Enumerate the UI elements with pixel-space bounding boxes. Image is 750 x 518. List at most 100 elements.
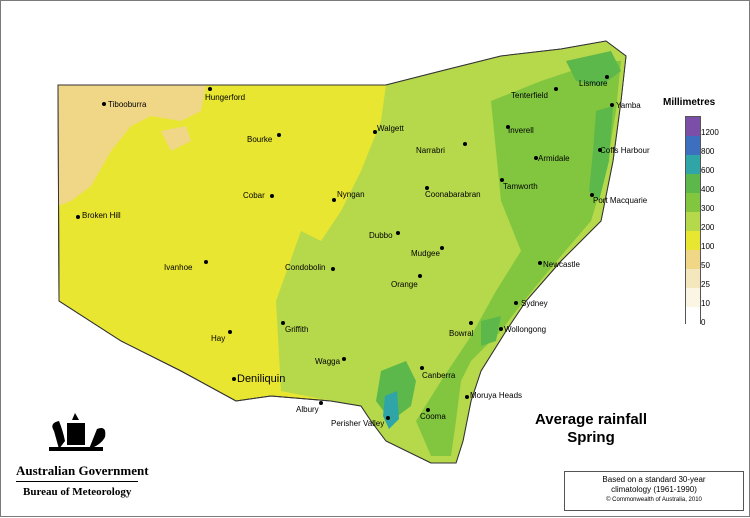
legend-tick-label: 50: [701, 261, 710, 270]
map-title-line1: Average rainfall: [535, 411, 647, 428]
town-label: Walgett: [377, 124, 404, 133]
town-label: Yamba: [616, 101, 641, 110]
legend-tick-label: 400: [701, 185, 715, 194]
cobar-dot: [270, 194, 274, 198]
nyngan-dot: [332, 198, 336, 202]
town-label: Bourke: [247, 135, 273, 144]
town-label: Lismore: [579, 79, 608, 88]
lismore-dot: [605, 75, 609, 79]
legend-tick-label: 300: [701, 204, 715, 213]
town-label: Dubbo: [369, 231, 393, 240]
town-label: Coonabarabran: [425, 190, 481, 199]
town-label: Tibooburra: [108, 100, 147, 109]
legend-tick-label: 10: [701, 299, 710, 308]
narrabri-dot: [463, 142, 467, 146]
legend-tick-label: 25: [701, 280, 710, 289]
legend-swatch: [686, 250, 700, 269]
moruya-heads-dot: [465, 395, 469, 399]
town-label: Albury: [296, 405, 319, 414]
map-title: Average rainfall Spring: [521, 411, 661, 447]
bourke-dot: [277, 133, 281, 137]
town-label: Wagga: [315, 357, 341, 366]
tibooburra-dot: [102, 102, 106, 106]
legend-tick-label: 600: [701, 166, 715, 175]
town-label: Ivanhoe: [164, 263, 193, 272]
town-label: Deniliquin: [237, 373, 286, 385]
town-label: Tenterfield: [511, 91, 548, 100]
dubbo-dot: [396, 231, 400, 235]
region-50-100-patch: [161, 126, 191, 151]
legend-swatch: [686, 231, 700, 250]
newcastle-dot: [538, 261, 542, 265]
condobolin-dot: [331, 267, 335, 271]
legend-tick-label: 1200: [701, 128, 719, 137]
legend-tick-label: 0: [701, 318, 706, 327]
map-title-line2: Spring: [567, 429, 615, 446]
legend-swatch: [686, 117, 700, 136]
griffith-dot: [281, 321, 285, 325]
town-label: Mudgee: [411, 249, 440, 258]
ivanhoe-dot: [204, 260, 208, 264]
sydney-dot: [514, 301, 518, 305]
town-label: Perisher Valley: [331, 419, 385, 428]
town-label: Inverell: [508, 126, 534, 135]
town-label: Tamworth: [503, 182, 538, 191]
legend-swatch: [686, 174, 700, 193]
town-label: Griffith: [285, 325, 309, 334]
government-name: Australian Government: [16, 463, 149, 478]
town-label: Coffs Harbour: [600, 146, 650, 155]
state-border: [57, 40, 627, 464]
legend-swatch: [686, 136, 700, 155]
climatology-note: Based on a standard 30-year climatology …: [564, 471, 744, 511]
mudgee-dot: [440, 246, 444, 250]
legend-swatch: [686, 155, 700, 174]
town-label: Hay: [211, 334, 226, 343]
legend-tick-label: 100: [701, 242, 715, 251]
town-label: Cobar: [243, 191, 265, 200]
walgett-dot: [373, 130, 377, 134]
coonabarabran-dot: [425, 186, 429, 190]
port-macquarie-dot: [590, 193, 594, 197]
region-400-600-south: [481, 316, 501, 346]
town-label: Port Macquarie: [593, 196, 648, 205]
town-label: Canberra: [422, 371, 456, 380]
town-label: Cooma: [420, 412, 446, 421]
legend-swatch: [686, 307, 700, 326]
town-label: Moruya Heads: [470, 391, 523, 400]
coat-of-arms-icon: [49, 413, 106, 451]
region-300-400: [416, 61, 621, 456]
armidale-dot: [534, 156, 538, 160]
legend-swatch: [686, 193, 700, 212]
inverell-dot: [506, 125, 510, 129]
town-label: Narrabri: [416, 146, 445, 155]
hay-dot: [228, 330, 232, 334]
legend-swatch: [686, 212, 700, 231]
cooma-dot: [426, 408, 430, 412]
town-label: Nyngan: [337, 190, 365, 199]
legend-swatch: [686, 269, 700, 288]
town-label: Condobolin: [285, 263, 326, 272]
legend-tick-label: 200: [701, 223, 715, 232]
town-label: Wollongong: [504, 325, 547, 334]
town-label: Sydney: [521, 299, 548, 308]
branding-divider: [16, 481, 138, 482]
town-label: Broken Hill: [82, 211, 121, 220]
copyright-text: © Commonwealth of Australia, 2010: [606, 497, 702, 503]
tenterfield-dot: [554, 87, 558, 91]
canberra-dot: [420, 366, 424, 370]
broken-hill-dot: [76, 215, 80, 219]
town-label: Hungerford: [205, 93, 246, 102]
town-label: Armidale: [538, 154, 570, 163]
bowral-dot: [469, 321, 473, 325]
town-label: Orange: [391, 280, 418, 289]
town-label: Newcastle: [543, 260, 580, 269]
bureau-name: Bureau of Meteorology: [23, 486, 132, 498]
wollongong-dot: [499, 327, 503, 331]
tamworth-dot: [500, 178, 504, 182]
orange-dot: [418, 274, 422, 278]
perisher-valley-dot: [386, 416, 390, 420]
wagga-dot: [342, 357, 346, 361]
yamba-dot: [610, 103, 614, 107]
